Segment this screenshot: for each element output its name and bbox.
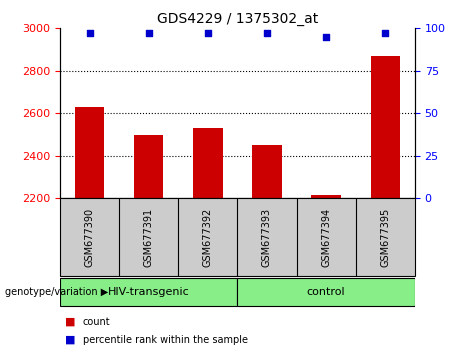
Text: ■: ■	[65, 335, 75, 345]
Point	[86, 30, 93, 36]
Bar	[193, 128, 223, 198]
Text: GSM677391: GSM677391	[144, 207, 154, 267]
Point	[382, 30, 389, 36]
Text: GSM677393: GSM677393	[262, 207, 272, 267]
Bar	[75, 107, 104, 198]
Text: GSM677390: GSM677390	[84, 207, 95, 267]
Point	[263, 30, 271, 36]
Bar	[371, 56, 400, 198]
Point	[322, 34, 330, 40]
Text: GSM677394: GSM677394	[321, 207, 331, 267]
Bar	[134, 135, 164, 198]
Text: genotype/variation ▶: genotype/variation ▶	[5, 287, 108, 297]
Text: count: count	[83, 317, 111, 327]
Text: HIV-transgenic: HIV-transgenic	[108, 287, 189, 297]
Bar	[60, 278, 237, 306]
Text: control: control	[307, 287, 345, 297]
Text: GSM677395: GSM677395	[380, 207, 390, 267]
Bar	[252, 145, 282, 198]
Point	[204, 30, 212, 36]
Bar	[237, 278, 415, 306]
Text: ■: ■	[65, 317, 75, 327]
Bar	[311, 195, 341, 198]
Point	[145, 30, 152, 36]
Title: GDS4229 / 1375302_at: GDS4229 / 1375302_at	[157, 12, 318, 26]
Text: GSM677392: GSM677392	[203, 207, 213, 267]
Text: percentile rank within the sample: percentile rank within the sample	[83, 335, 248, 345]
